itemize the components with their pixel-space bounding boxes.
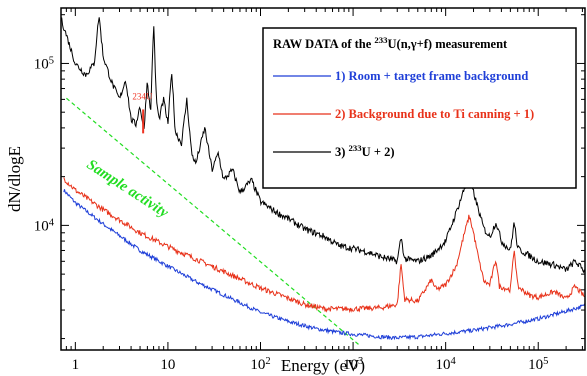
x-tick-label: 103 (343, 356, 363, 374)
y-axis-title: dN/dlogE (5, 146, 24, 212)
series-line-1 (63, 189, 585, 341)
x-tick-label: 104 (436, 356, 457, 374)
series-line-3 (61, 17, 585, 274)
legend-title: RAW DATA of the 233U(n,γ+f) measurement (273, 35, 508, 51)
x-tick-label: 105 (528, 356, 548, 374)
x-axis-title: Energy (eV) (281, 356, 365, 375)
legend-entry-3: 3) 233U + 2) (335, 143, 394, 159)
legend-entry-1: 1) Room + target frame background (335, 69, 528, 83)
u234-label: 234U (132, 91, 153, 101)
legend: RAW DATA of the 233U(n,γ+f) measurement 1… (262, 27, 577, 189)
sample-activity-line (66, 97, 361, 347)
x-tick-label: 10 (160, 357, 175, 373)
series-line-2 (63, 177, 585, 314)
legend-entry-2: 2) Background due to Ti canning + 1) (335, 107, 534, 121)
legend-box (262, 27, 577, 189)
y-tick-label: 104 (34, 217, 55, 235)
plot-area (61, 17, 585, 347)
sample-activity-label: Sample activity (84, 157, 172, 222)
plot-frame (60, 7, 586, 351)
y-tick-label: 105 (34, 55, 54, 73)
x-tick-label: 102 (250, 356, 270, 374)
x-tick-label: 1 (72, 357, 80, 373)
